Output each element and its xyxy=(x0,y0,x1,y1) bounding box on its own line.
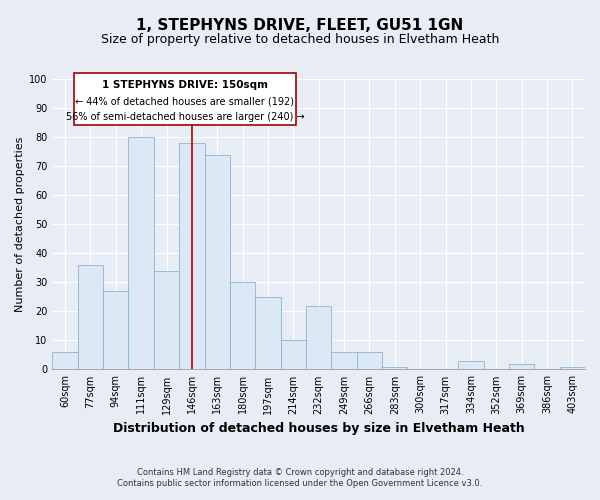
Text: 1, STEPHYNS DRIVE, FLEET, GU51 1GN: 1, STEPHYNS DRIVE, FLEET, GU51 1GN xyxy=(136,18,464,32)
Bar xyxy=(255,297,281,370)
X-axis label: Distribution of detached houses by size in Elvetham Heath: Distribution of detached houses by size … xyxy=(113,422,524,435)
Bar xyxy=(52,352,78,370)
Bar xyxy=(281,340,306,370)
Bar xyxy=(306,306,331,370)
Bar xyxy=(509,364,534,370)
Bar xyxy=(205,154,230,370)
FancyBboxPatch shape xyxy=(74,73,296,126)
Bar xyxy=(357,352,382,370)
Text: 56% of semi-detached houses are larger (240) →: 56% of semi-detached houses are larger (… xyxy=(65,112,304,122)
Text: Size of property relative to detached houses in Elvetham Heath: Size of property relative to detached ho… xyxy=(101,32,499,46)
Bar xyxy=(78,265,103,370)
Bar xyxy=(331,352,357,370)
Text: Contains HM Land Registry data © Crown copyright and database right 2024.
Contai: Contains HM Land Registry data © Crown c… xyxy=(118,468,482,487)
Bar xyxy=(560,366,585,370)
Bar xyxy=(154,270,179,370)
Text: ← 44% of detached houses are smaller (192): ← 44% of detached houses are smaller (19… xyxy=(76,96,295,106)
Bar xyxy=(382,366,407,370)
Bar xyxy=(128,137,154,370)
Bar xyxy=(458,360,484,370)
Bar xyxy=(103,291,128,370)
Bar xyxy=(179,143,205,370)
Y-axis label: Number of detached properties: Number of detached properties xyxy=(15,136,25,312)
Text: 1 STEPHYNS DRIVE: 150sqm: 1 STEPHYNS DRIVE: 150sqm xyxy=(102,80,268,90)
Bar xyxy=(230,282,255,370)
